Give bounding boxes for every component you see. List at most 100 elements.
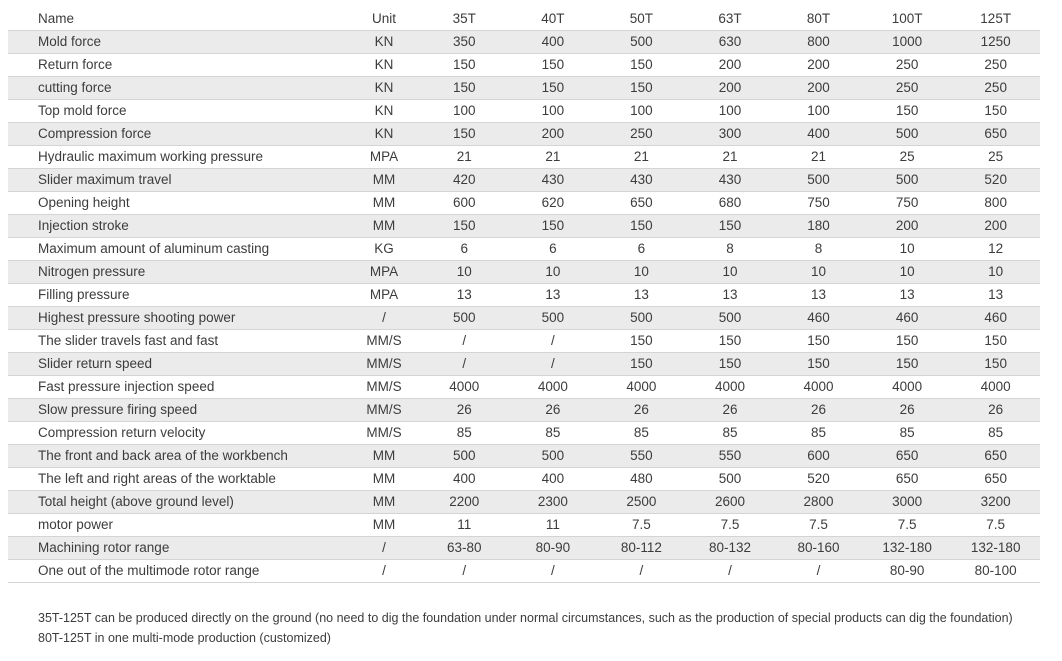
row-value-cell: 80-160	[797, 540, 840, 555]
row-value-cell: 7.5	[720, 517, 740, 532]
row-value-cell: 600	[807, 448, 830, 463]
row-value-cell: 550	[630, 448, 653, 463]
row-value-cell: 85	[722, 425, 738, 440]
row-value-cell: 250	[630, 126, 653, 141]
row-name-cell: Slow pressure firing speed	[38, 402, 198, 417]
row-value-cell: /	[550, 563, 555, 578]
row-unit-cell: MM	[372, 517, 396, 532]
table-row: Slider return speed MM/S / / 150 150 150 150 150	[8, 352, 1040, 376]
row-value-cell: 2600	[714, 494, 745, 509]
footnotes: 35T-125T can be produced directly on the…	[38, 608, 1013, 648]
row-value-cell: 250	[984, 57, 1007, 72]
row-name-cell: The left and right areas of the worktabl…	[38, 471, 276, 486]
row-name-cell: Total height (above ground level)	[38, 494, 234, 509]
column-header-63t: 63T	[718, 11, 742, 26]
row-value-cell: 520	[984, 172, 1007, 187]
row-value-cell: 520	[807, 471, 830, 486]
row-value-cell: 4000	[449, 379, 480, 394]
row-value-cell: 150	[453, 80, 476, 95]
row-value-cell: 6	[460, 241, 469, 256]
table-header: Name Unit 35T 40T 50T 63T 80T 100T 125T	[8, 8, 1040, 31]
row-value-cell: 26	[722, 402, 738, 417]
table-row: Slow pressure firing speed MM/S 26 26 26 26 26…	[8, 398, 1040, 422]
row-value-cell: 680	[718, 195, 742, 210]
row-unit-cell: /	[382, 563, 386, 578]
row-unit-cell: MM/S	[366, 356, 402, 371]
row-name-cell: cutting force	[38, 80, 112, 95]
row-value-cell: 63-80	[447, 540, 482, 555]
row-value-cell: 150	[984, 356, 1007, 371]
row-name-cell: Top mold force	[38, 103, 127, 118]
row-value-cell: 150	[630, 356, 653, 371]
row-value-cell: 750	[895, 195, 919, 210]
row-value-cell: 250	[895, 57, 919, 72]
row-value-cell: 800	[984, 195, 1007, 210]
row-value-cell: 550	[718, 448, 742, 463]
row-value-cell: 400	[453, 471, 476, 486]
row-value-cell: 80-90	[535, 540, 571, 555]
row-value-cell: 13	[722, 287, 738, 302]
row-value-cell: 200	[718, 57, 742, 72]
row-value-cell: 11	[457, 517, 472, 532]
row-unit-cell: MPA	[369, 287, 399, 302]
table-row: Filling pressure MPA 13 13 13 13 13 13 13	[8, 283, 1040, 307]
row-value-cell: 80-132	[708, 540, 751, 555]
row-name-cell: The slider travels fast and fast	[38, 333, 219, 348]
row-value-cell: 85	[545, 425, 561, 440]
column-header-100t: 100T	[891, 11, 923, 26]
row-name-cell: Hydraulic maximum working pressure	[38, 149, 264, 164]
row-value-cell: 132-180	[882, 540, 932, 555]
row-value-cell: 650	[895, 471, 919, 486]
row-unit-cell: MM	[372, 195, 396, 210]
row-value-cell: 10	[988, 264, 1004, 279]
row-unit-cell: /	[382, 310, 386, 325]
row-unit-cell: MPA	[369, 149, 399, 164]
row-value-cell: 500	[541, 310, 565, 325]
row-value-cell: 150	[630, 57, 653, 72]
row-value-cell: 200	[984, 218, 1007, 233]
row-value-cell: 13	[811, 287, 827, 302]
table-row: One out of the multimode rotor range / / / /…	[8, 559, 1040, 583]
row-value-cell: 500	[895, 172, 919, 187]
row-value-cell: 650	[895, 448, 919, 463]
table-row: Highest pressure shooting power / 500 500 50…	[8, 306, 1040, 330]
row-value-cell: 4000	[537, 379, 568, 394]
row-value-cell: 2800	[803, 494, 834, 509]
table-row: Slider maximum travel MM 420 430 430 430 500 50…	[8, 168, 1040, 192]
row-value-cell: 500	[718, 471, 742, 486]
row-unit-cell: KN	[374, 57, 394, 72]
row-value-cell: 150	[807, 356, 830, 371]
row-value-cell: 13	[633, 287, 649, 302]
row-value-cell: 4000	[892, 379, 923, 394]
row-value-cell: 650	[984, 471, 1007, 486]
table-body: Mold force KN 350 400 500 630 800 1000 1250 Retur…	[8, 30, 1040, 583]
row-name-cell: One out of the multimode rotor range	[38, 563, 260, 578]
table-row: Compression force KN 150 200 250 300 400 500 650	[8, 122, 1040, 146]
spec-table: Name Unit 35T 40T 50T 63T 80T 100T 125T Mold for…	[8, 8, 1040, 583]
row-value-cell: 26	[811, 402, 827, 417]
row-value-cell: 460	[807, 310, 830, 325]
row-value-cell: 150	[541, 80, 565, 95]
row-name-cell: Opening height	[38, 195, 130, 210]
row-unit-cell: /	[382, 540, 386, 555]
row-value-cell: /	[728, 563, 732, 578]
row-value-cell: 150	[895, 103, 919, 118]
table-row: Fast pressure injection speed MM/S 4000 400…	[8, 375, 1040, 399]
row-name-cell: Compression return velocity	[38, 425, 206, 440]
row-name-cell: The front and back area of the workbench	[38, 448, 288, 463]
row-value-cell: 10	[899, 264, 915, 279]
row-value-cell: 13	[899, 287, 915, 302]
row-unit-cell: MM/S	[366, 333, 402, 348]
row-value-cell: 650	[984, 448, 1007, 463]
row-value-cell: 85	[811, 425, 827, 440]
row-name-cell: Injection stroke	[38, 218, 129, 233]
row-value-cell: 350	[453, 34, 476, 49]
row-value-cell: 620	[541, 195, 565, 210]
row-unit-cell: MM	[372, 218, 396, 233]
row-unit-cell: KN	[374, 34, 394, 49]
row-value-cell: 26	[899, 402, 915, 417]
row-unit-cell: KN	[374, 103, 394, 118]
table-row: Total height (above ground level) MM 2200 2…	[8, 490, 1040, 514]
row-value-cell: 430	[718, 172, 742, 187]
